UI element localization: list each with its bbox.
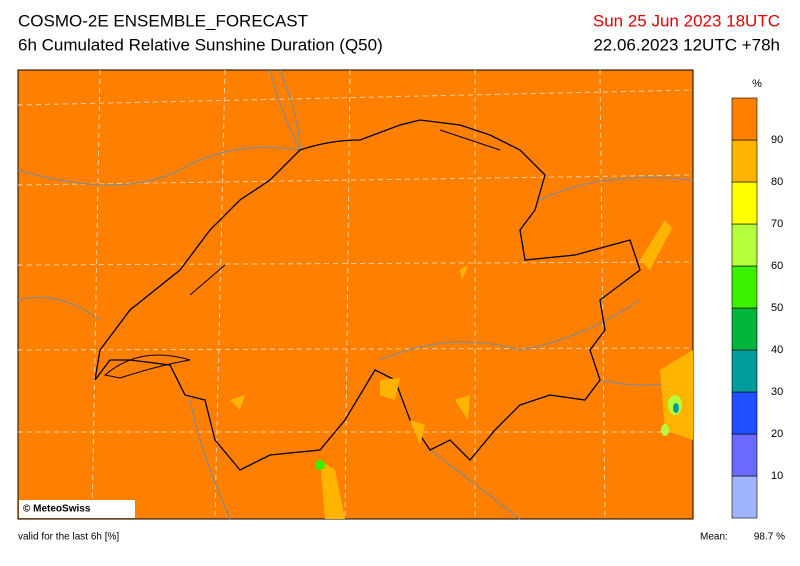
colorbar-label: 20 <box>771 428 783 440</box>
lake <box>189 264 226 296</box>
graticule <box>17 69 694 520</box>
colorbar-label: 40 <box>771 344 783 356</box>
colorbar-label: 80 <box>771 176 783 188</box>
map-background <box>17 69 694 520</box>
colorbar-label: 90 <box>771 134 783 146</box>
lake <box>103 354 191 379</box>
colorbar-segment <box>731 391 758 435</box>
colorbar-segment <box>731 349 758 393</box>
colorbar-segment <box>731 223 758 267</box>
mean-value: 98.7 % <box>754 532 785 543</box>
colorbar-label: 70 <box>771 218 783 230</box>
colorbar-label: 50 <box>771 302 783 314</box>
map: © MeteoSwiss <box>17 69 694 520</box>
sunshine-patches <box>230 220 693 519</box>
colorbar-segment <box>731 181 758 225</box>
colorbar: % 10 20 30 40 50 60 70 80 90 <box>731 78 783 519</box>
colorbar-segment <box>731 307 758 351</box>
footer-note: valid for the last 6h [%] <box>18 532 119 543</box>
credit: © MeteoSwiss <box>23 504 91 515</box>
low-sunshine-patches <box>315 395 682 470</box>
colorbar-label: 60 <box>771 260 783 272</box>
colorbar-segment <box>731 433 758 477</box>
colorbar-segment <box>731 475 758 519</box>
colorbar-label: 10 <box>771 470 783 482</box>
run-time: 22.06.2023 12UTC +78h <box>593 35 780 54</box>
colorbar-unit: % <box>752 78 762 90</box>
title: COSMO-2E ENSEMBLE_FORECAST <box>18 11 308 30</box>
mean-label: Mean: <box>700 532 728 543</box>
colorbar-label: 30 <box>771 386 783 398</box>
subtitle: 6h Cumulated Relative Sunshine Duration … <box>18 35 383 54</box>
valid-time: Sun 25 Jun 2023 18UTC <box>593 11 780 30</box>
credit-box <box>19 500 135 518</box>
lake <box>439 129 501 151</box>
colorbar-segment <box>731 139 758 183</box>
colorbar-segment <box>731 265 758 309</box>
colorbar-segment <box>731 97 758 141</box>
